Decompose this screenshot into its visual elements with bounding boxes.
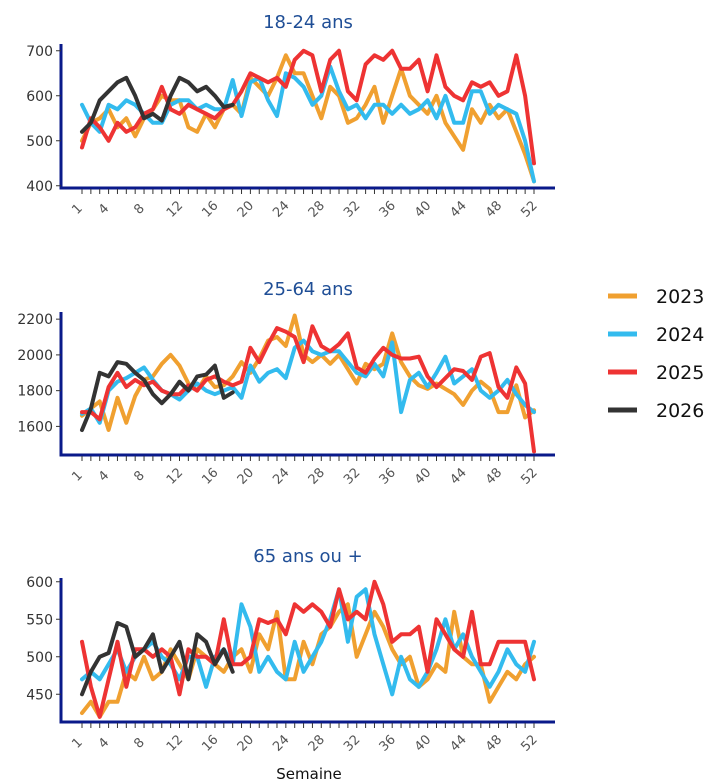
x-tick-label: 28 xyxy=(306,465,328,487)
x-tick-label: 44 xyxy=(447,198,469,220)
series-line-2023 xyxy=(80,602,536,719)
x-tick-label: 52 xyxy=(518,465,540,487)
x-tick-label: 40 xyxy=(412,198,434,220)
y-tick-label: 450 xyxy=(26,687,53,703)
y-tick-label: 600 xyxy=(26,575,53,591)
x-tick-label: 40 xyxy=(412,465,434,487)
y-tick-label: 2200 xyxy=(17,312,53,328)
y-tick-label: 2000 xyxy=(17,348,53,364)
x-tick-label: 36 xyxy=(377,198,399,220)
y-tick-label: 500 xyxy=(26,134,53,150)
y-tick-label: 1600 xyxy=(17,419,53,435)
legend-item-2025: 2025 xyxy=(608,362,704,384)
y-tick-label: 1800 xyxy=(17,384,53,400)
x-tick-label: 48 xyxy=(483,465,505,487)
x-tick-label: 20 xyxy=(235,198,257,220)
x-tick-label: 24 xyxy=(270,732,292,754)
x-axis-label: Semaine xyxy=(276,765,341,781)
x-tick-label: 28 xyxy=(306,198,328,220)
x-tick-label: 20 xyxy=(235,732,257,754)
legend-label: 2023 xyxy=(656,286,704,308)
x-tick-label: 1 xyxy=(69,468,85,484)
y-tick-label: 700 xyxy=(26,44,53,60)
x-tick-label: 36 xyxy=(377,465,399,487)
x-tick-label: 8 xyxy=(131,468,147,484)
y-tick-label: 500 xyxy=(26,650,53,666)
x-tick-label: 8 xyxy=(131,735,147,751)
x-tick-label: 20 xyxy=(235,465,257,487)
panel-title: 18-24 ans xyxy=(263,12,353,33)
x-tick-label: 44 xyxy=(447,465,469,487)
x-tick-label: 52 xyxy=(518,732,540,754)
x-tick-label: 12 xyxy=(164,465,186,487)
x-tick-label: 32 xyxy=(341,465,363,487)
x-tick-label: 48 xyxy=(483,732,505,754)
legend-item-2026: 2026 xyxy=(608,400,704,422)
y-tick-label: 400 xyxy=(26,179,53,195)
series-line-2026 xyxy=(80,360,235,432)
x-tick-label: 16 xyxy=(199,465,221,487)
panel-title: 25-64 ans xyxy=(263,279,353,300)
x-tick-label: 52 xyxy=(518,198,540,220)
series-line-2026 xyxy=(80,621,235,697)
legend-item-2024: 2024 xyxy=(608,324,704,346)
y-tick-label: 600 xyxy=(26,89,53,105)
legend-label: 2024 xyxy=(656,324,704,346)
series-line-2023 xyxy=(80,313,536,432)
series-line-2025 xyxy=(80,48,536,166)
x-tick-label: 36 xyxy=(377,732,399,754)
x-tick-label: 40 xyxy=(412,732,434,754)
x-tick-label: 32 xyxy=(341,732,363,754)
x-tick-label: 16 xyxy=(199,198,221,220)
legend-label: 2025 xyxy=(656,362,704,384)
x-tick-label: 28 xyxy=(306,732,328,754)
x-tick-label: 4 xyxy=(96,735,112,751)
x-tick-label: 48 xyxy=(483,198,505,220)
legend: 2023 2024 2025 2026 xyxy=(608,286,704,422)
x-tick-label: 44 xyxy=(447,732,469,754)
panel-title: 65 ans ou + xyxy=(253,546,362,567)
x-tick-label: 16 xyxy=(199,732,221,754)
x-tick-label: 1 xyxy=(69,201,85,217)
x-tick-label: 24 xyxy=(270,465,292,487)
x-tick-label: 24 xyxy=(270,198,292,220)
x-tick-label: 1 xyxy=(69,735,85,751)
x-tick-label: 12 xyxy=(164,198,186,220)
series-line-2026 xyxy=(80,75,235,134)
legend-item-2023: 2023 xyxy=(608,286,704,308)
y-tick-label: 550 xyxy=(26,612,53,628)
x-tick-label: 4 xyxy=(96,201,112,217)
x-tick-label: 4 xyxy=(96,468,112,484)
legend-label: 2026 xyxy=(656,400,704,422)
x-tick-label: 8 xyxy=(131,201,147,217)
series-line-2025 xyxy=(80,324,536,454)
x-tick-label: 12 xyxy=(164,732,186,754)
series-line-2024 xyxy=(80,64,536,184)
x-tick-label: 32 xyxy=(341,198,363,220)
